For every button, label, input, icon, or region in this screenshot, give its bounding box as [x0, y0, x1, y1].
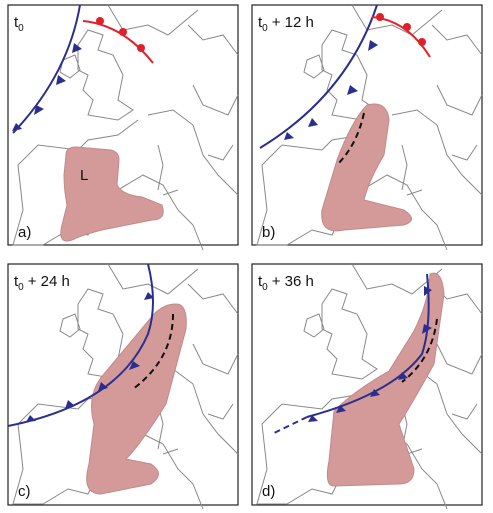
time-label: t0 + 36 h — [258, 273, 314, 293]
front-symbol — [34, 105, 44, 115]
time-label: t0 — [14, 14, 24, 34]
cloud-region — [60, 146, 164, 242]
panel-d: t0 + 36 h d) — [251, 263, 483, 510]
panel-label: a) — [18, 224, 31, 241]
front-symbol — [370, 389, 380, 397]
trough-line — [132, 313, 174, 390]
cloud-region — [321, 103, 412, 232]
time-label: t0 + 24 h — [14, 273, 70, 293]
front-symbol — [137, 44, 145, 52]
cold-front — [306, 273, 430, 418]
front-symbol — [308, 118, 318, 127]
front-symbol — [144, 292, 154, 300]
cold-front-projected — [271, 416, 308, 435]
front-symbol — [72, 43, 82, 53]
front-symbol — [336, 405, 346, 413]
cloud-region — [86, 303, 187, 495]
front-symbol — [119, 28, 127, 36]
time-label: t0 + 12 h — [258, 14, 314, 34]
front-symbol — [368, 40, 378, 51]
front-symbol — [12, 123, 22, 131]
front-symbol — [424, 286, 432, 296]
front-symbol — [26, 415, 36, 422]
cold-front — [259, 4, 378, 149]
cold-front — [7, 263, 154, 427]
front-symbol — [398, 372, 408, 380]
front-symbol — [308, 415, 318, 422]
front-symbol — [129, 361, 140, 370]
panel-label: b) — [262, 224, 275, 241]
panel-a: L t0 a) — [7, 4, 239, 251]
front-symbol — [347, 85, 358, 95]
front-symbol — [98, 382, 108, 391]
panel-b: t0 + 12 h b) — [251, 4, 483, 251]
front-symbol — [65, 400, 75, 409]
panel-label: d) — [262, 483, 275, 500]
front-symbol — [403, 23, 411, 31]
trough-line — [336, 112, 365, 166]
front-symbol — [376, 13, 384, 21]
panel-c: t0 + 24 h c) — [7, 263, 239, 510]
front-symbol — [96, 17, 104, 25]
cloud-region — [326, 272, 445, 487]
front-symbol — [422, 324, 432, 334]
cold-front — [12, 4, 81, 134]
front-symbol — [56, 75, 66, 85]
panel-label: c) — [18, 483, 31, 500]
front-symbol — [284, 132, 294, 140]
front-symbol — [418, 38, 426, 46]
low-label: L — [80, 167, 88, 184]
